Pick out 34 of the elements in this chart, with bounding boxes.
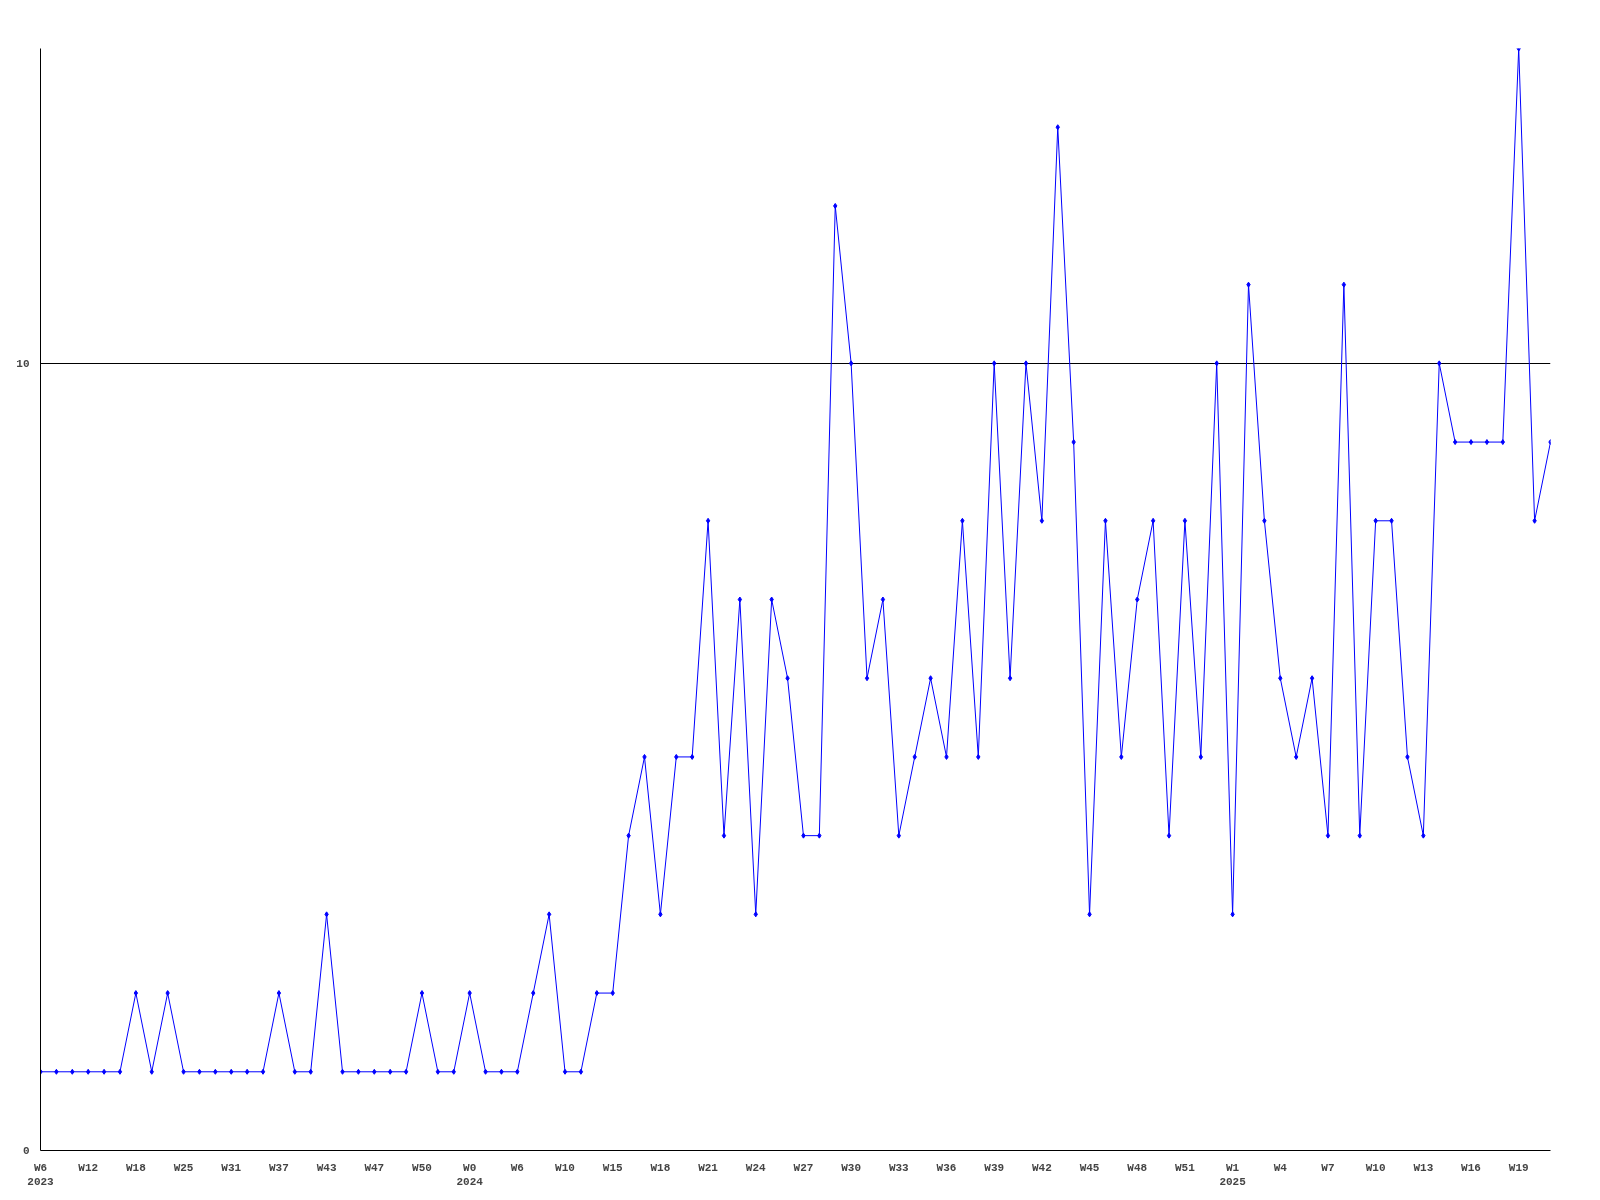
x-tick-label: W10 xyxy=(1365,1161,1386,1174)
x-tick-label: W19 xyxy=(1508,1161,1529,1174)
x-tick-label: W39 xyxy=(984,1161,1005,1174)
x-tick-label: W6 xyxy=(510,1161,524,1174)
x-tick-label: W18 xyxy=(650,1161,671,1174)
x-tick-label: W50 xyxy=(412,1161,432,1174)
x-tick-label: W13 xyxy=(1413,1161,1434,1174)
x-tick-label: W51 xyxy=(1175,1161,1196,1174)
x-tick-label: W37 xyxy=(269,1161,289,1174)
x-tick-label: W1 2025 xyxy=(1219,1161,1247,1188)
x-tick-label: W30 xyxy=(841,1161,862,1174)
x-tick-label: W6 2023 xyxy=(27,1161,55,1188)
x-tick-label: W24 xyxy=(745,1161,767,1174)
x-tick-label: W10 xyxy=(555,1161,575,1174)
x-tick-label: W21 xyxy=(698,1161,719,1174)
x-tick-label: W15 xyxy=(602,1161,624,1174)
y-tick-label: 0 xyxy=(22,1145,30,1157)
x-tick-label: W4 xyxy=(1273,1161,1288,1174)
y-tick-label: 10 xyxy=(16,357,30,370)
x-tick-label: W12 xyxy=(78,1161,99,1174)
x-tick-label: W7 xyxy=(1321,1161,1335,1174)
x-tick-label: W45 xyxy=(1079,1161,1100,1174)
x-tick-label: W25 xyxy=(173,1161,194,1174)
x-tick-label: W31 xyxy=(221,1161,242,1174)
x-tick-label: W36 xyxy=(936,1161,957,1174)
x-tick-label: W48 xyxy=(1127,1161,1148,1174)
x-tick-label: W43 xyxy=(316,1161,337,1174)
x-tick-label: W27 xyxy=(793,1161,814,1174)
x-tick-label: W42 xyxy=(1031,1161,1052,1174)
x-tick-label: W33 xyxy=(888,1161,910,1174)
x-tick-label: W47 xyxy=(364,1161,385,1174)
x-tick-label: W18 xyxy=(125,1161,147,1174)
x-tick-label: W0 2024 xyxy=(456,1161,484,1188)
x-tick-label: W16 xyxy=(1461,1161,1481,1174)
